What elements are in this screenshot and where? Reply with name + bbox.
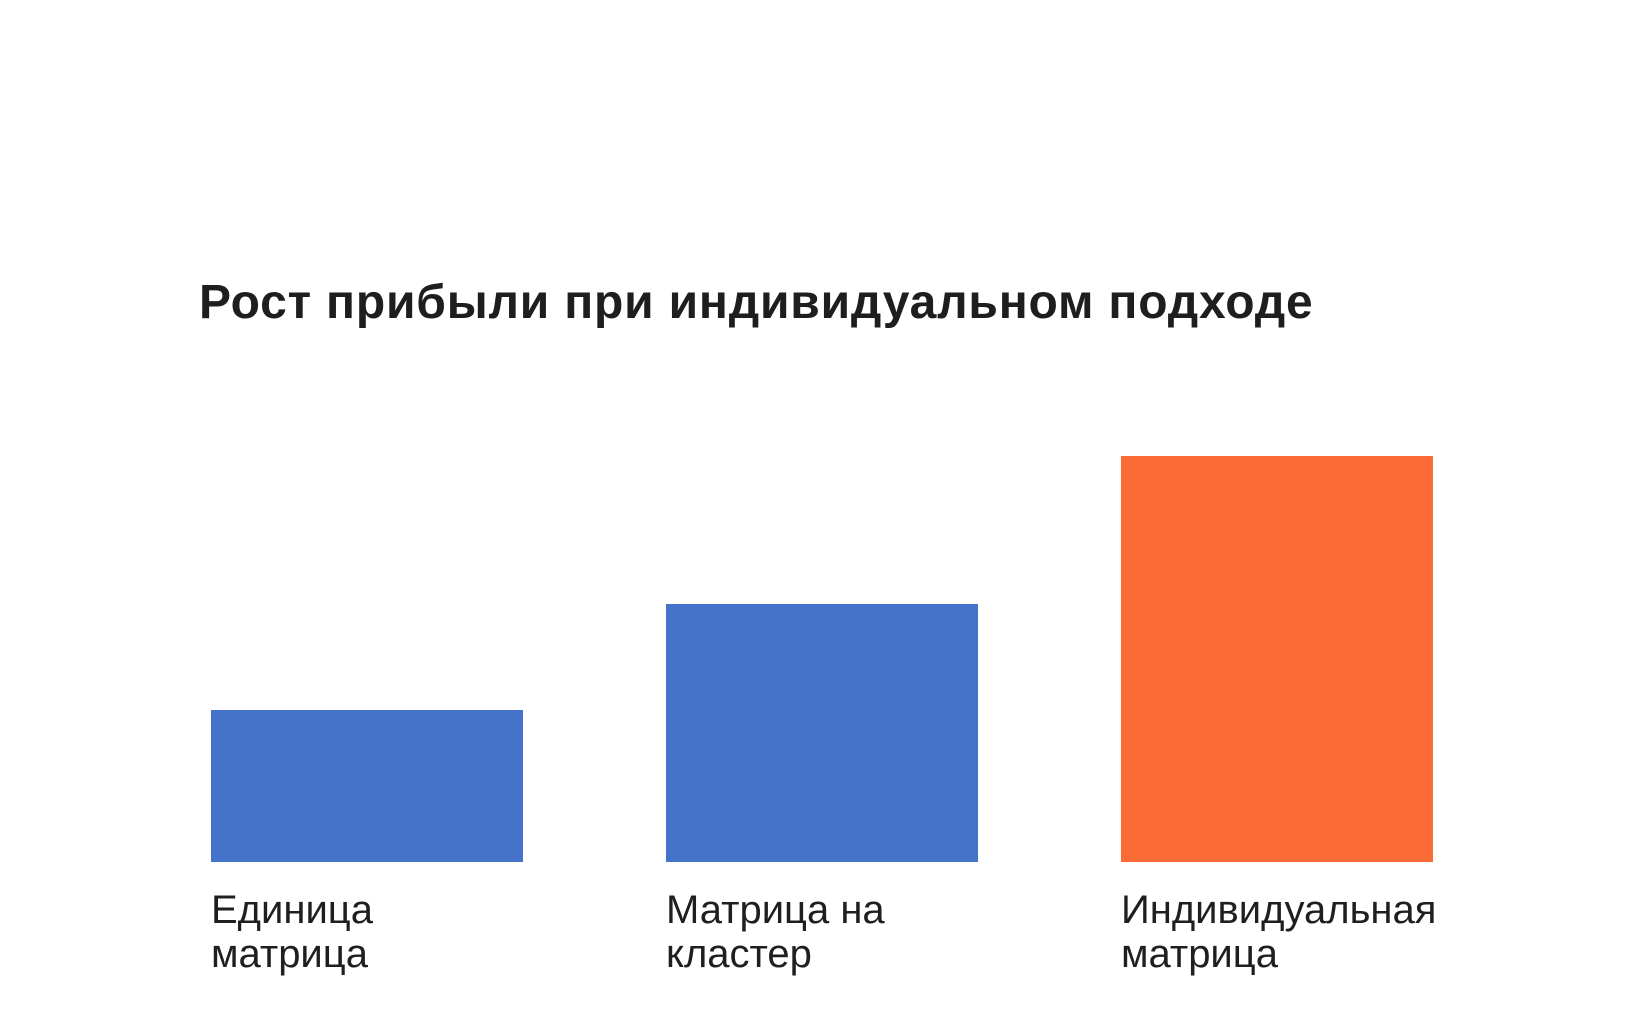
- bar-label-individualnaya-matritsa-line-2: матрица: [1121, 932, 1278, 976]
- bar-label-edinitsa-matritsa: Единица матрица: [211, 888, 523, 976]
- bar-matritsa-na-klaster: [666, 604, 978, 862]
- bar-chart-category-labels: Единица матрица Матрица на кластер Индивидуа…: [211, 888, 1437, 976]
- bar-label-individualnaya-matritsa: Индивидуальная матрица: [1121, 888, 1437, 976]
- chart-title: Рост прибыли при индивидуальном подходе: [199, 276, 1314, 329]
- bar-chart-plot-area: [211, 456, 1433, 862]
- bar-label-individualnaya-matritsa-line-1: Индивидуальная: [1121, 888, 1437, 932]
- bar-label-edinitsa-matritsa-line-2: матрица: [211, 932, 368, 976]
- bar-label-edinitsa-matritsa-line-1: Единица: [211, 888, 373, 932]
- bar-label-matritsa-na-klaster: Матрица на кластер: [666, 888, 978, 976]
- bar-label-matritsa-na-klaster-line-1: Матрица на: [666, 888, 885, 932]
- bar-edinitsa-matritsa: [211, 710, 523, 862]
- bar-label-matritsa-na-klaster-line-2: кластер: [666, 932, 812, 976]
- bar-individualnaya-matritsa: [1121, 456, 1433, 862]
